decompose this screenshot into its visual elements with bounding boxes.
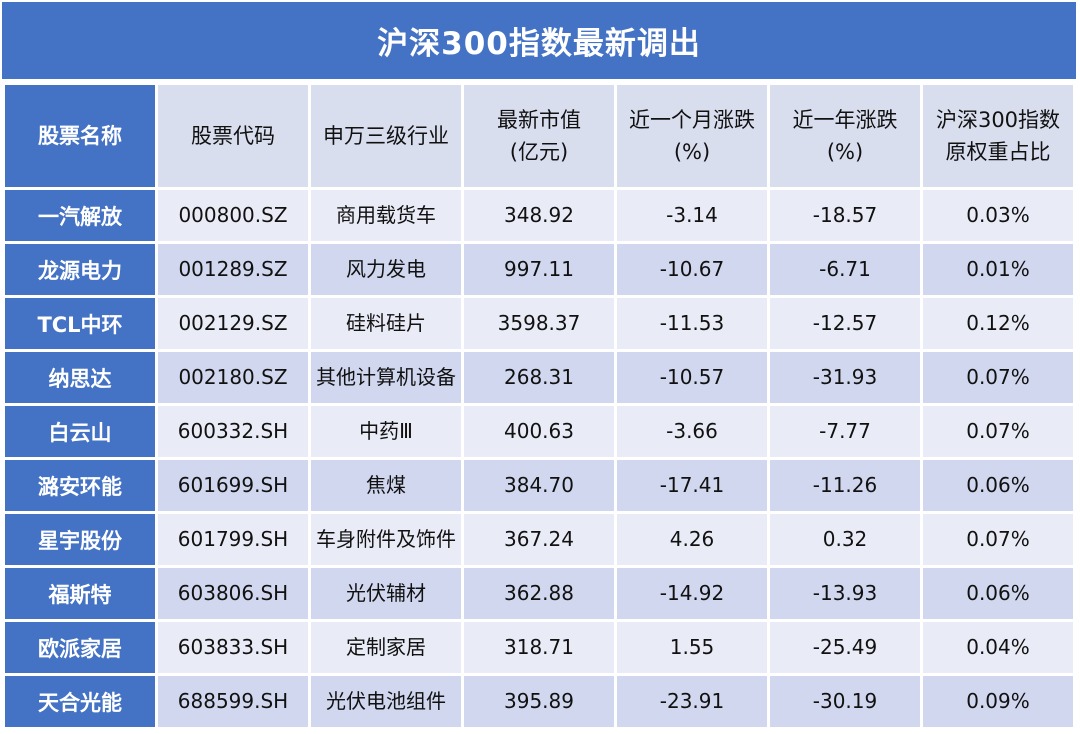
cell-stock-code: 688599.SH	[158, 676, 308, 727]
table-row: 欧派家居 603833.SH 定制家居 318.71 1.55 -25.49 0.04%	[5, 622, 1073, 673]
cell-month-change: -3.14	[617, 190, 767, 241]
cell-year-change: 0.32	[770, 514, 920, 565]
cell-stock-code: 002129.SZ	[158, 298, 308, 349]
cell-month-change: -17.41	[617, 460, 767, 511]
cell-year-change: -30.19	[770, 676, 920, 727]
cell-industry: 中药Ⅲ	[311, 406, 461, 457]
cell-year-change: -6.71	[770, 244, 920, 295]
cell-market-cap: 3598.37	[464, 298, 614, 349]
cell-market-cap: 395.89	[464, 676, 614, 727]
cell-market-cap: 318.71	[464, 622, 614, 673]
table-title: 沪深300指数最新调出	[2, 2, 1076, 79]
table-row: TCL中环 002129.SZ 硅料硅片 3598.37 -11.53 -12.57 0.1…	[5, 298, 1073, 349]
cell-original-weight: 0.01%	[923, 244, 1073, 295]
cell-stock-code: 002180.SZ	[158, 352, 308, 403]
table-row: 龙源电力 001289.SZ 风力发电 997.11 -10.67 -6.71 0.01%	[5, 244, 1073, 295]
cell-year-change: -11.26	[770, 460, 920, 511]
cell-stock-name: 天合光能	[5, 676, 155, 727]
cell-market-cap: 997.11	[464, 244, 614, 295]
cell-original-weight: 0.03%	[923, 190, 1073, 241]
cell-month-change: -14.92	[617, 568, 767, 619]
cell-stock-code: 600332.SH	[158, 406, 308, 457]
cell-market-cap: 367.24	[464, 514, 614, 565]
table-row: 潞安环能 601699.SH 焦煤 384.70 -17.41 -11.26 0.06%	[5, 460, 1073, 511]
cell-month-change: -10.57	[617, 352, 767, 403]
cell-stock-name: 一汽解放	[5, 190, 155, 241]
cell-stock-name: 纳思达	[5, 352, 155, 403]
table-row: 白云山 600332.SH 中药Ⅲ 400.63 -3.66 -7.77 0.07%	[5, 406, 1073, 457]
header-row: 股票名称 股票代码 申万三级行业 最新市值 (亿元) 近一个月涨跌 (%) 近一…	[5, 85, 1073, 187]
cell-month-change: 4.26	[617, 514, 767, 565]
cell-year-change: -12.57	[770, 298, 920, 349]
cell-month-change: -10.67	[617, 244, 767, 295]
cell-stock-name: TCL中环	[5, 298, 155, 349]
cell-original-weight: 0.07%	[923, 406, 1073, 457]
header-year-change: 近一年涨跌 (%)	[770, 85, 920, 187]
cell-original-weight: 0.07%	[923, 514, 1073, 565]
cell-industry: 定制家居	[311, 622, 461, 673]
cell-market-cap: 362.88	[464, 568, 614, 619]
cell-industry: 焦煤	[311, 460, 461, 511]
cell-stock-code: 000800.SZ	[158, 190, 308, 241]
table-row: 一汽解放 000800.SZ 商用载货车 348.92 -3.14 -18.57 0.03%	[5, 190, 1073, 241]
cell-year-change: -13.93	[770, 568, 920, 619]
cell-industry: 风力发电	[311, 244, 461, 295]
table-row: 星宇股份 601799.SH 车身附件及饰件 367.24 4.26 0.32 0.07%	[5, 514, 1073, 565]
cell-industry: 光伏电池组件	[311, 676, 461, 727]
cell-month-change: -3.66	[617, 406, 767, 457]
cell-stock-code: 603806.SH	[158, 568, 308, 619]
cell-year-change: -18.57	[770, 190, 920, 241]
table-row: 天合光能 688599.SH 光伏电池组件 395.89 -23.91 -30.19 0.0…	[5, 676, 1073, 727]
cell-original-weight: 0.06%	[923, 460, 1073, 511]
header-stock-name: 股票名称	[5, 85, 155, 187]
cell-stock-name: 龙源电力	[5, 244, 155, 295]
cell-stock-code: 601699.SH	[158, 460, 308, 511]
header-original-weight: 沪深300指数 原权重占比	[923, 85, 1073, 187]
cell-stock-name: 福斯特	[5, 568, 155, 619]
cell-market-cap: 348.92	[464, 190, 614, 241]
table-row: 福斯特 603806.SH 光伏辅材 362.88 -14.92 -13.93 0.06%	[5, 568, 1073, 619]
cell-stock-name: 欧派家居	[5, 622, 155, 673]
stock-table: 股票名称 股票代码 申万三级行业 最新市值 (亿元) 近一个月涨跌 (%) 近一…	[2, 82, 1076, 730]
cell-stock-code: 001289.SZ	[158, 244, 308, 295]
cell-original-weight: 0.07%	[923, 352, 1073, 403]
cell-industry: 商用载货车	[311, 190, 461, 241]
table-row: 纳思达 002180.SZ 其他计算机设备 268.31 -10.57 -31.93 0.0…	[5, 352, 1073, 403]
cell-market-cap: 400.63	[464, 406, 614, 457]
cell-month-change: -23.91	[617, 676, 767, 727]
cell-market-cap: 384.70	[464, 460, 614, 511]
header-market-cap: 最新市值 (亿元)	[464, 85, 614, 187]
cell-stock-name: 星宇股份	[5, 514, 155, 565]
cell-month-change: -11.53	[617, 298, 767, 349]
cell-industry: 光伏辅材	[311, 568, 461, 619]
cell-industry: 硅料硅片	[311, 298, 461, 349]
cell-year-change: -31.93	[770, 352, 920, 403]
header-month-change: 近一个月涨跌 (%)	[617, 85, 767, 187]
cell-industry: 其他计算机设备	[311, 352, 461, 403]
cell-industry: 车身附件及饰件	[311, 514, 461, 565]
cell-month-change: 1.55	[617, 622, 767, 673]
cell-stock-code: 601799.SH	[158, 514, 308, 565]
cell-original-weight: 0.09%	[923, 676, 1073, 727]
header-industry: 申万三级行业	[311, 85, 461, 187]
cell-stock-name: 潞安环能	[5, 460, 155, 511]
cell-year-change: -25.49	[770, 622, 920, 673]
cell-original-weight: 0.06%	[923, 568, 1073, 619]
cell-original-weight: 0.12%	[923, 298, 1073, 349]
cell-original-weight: 0.04%	[923, 622, 1073, 673]
cell-stock-code: 603833.SH	[158, 622, 308, 673]
header-stock-code: 股票代码	[158, 85, 308, 187]
cell-stock-name: 白云山	[5, 406, 155, 457]
cell-year-change: -7.77	[770, 406, 920, 457]
cell-market-cap: 268.31	[464, 352, 614, 403]
